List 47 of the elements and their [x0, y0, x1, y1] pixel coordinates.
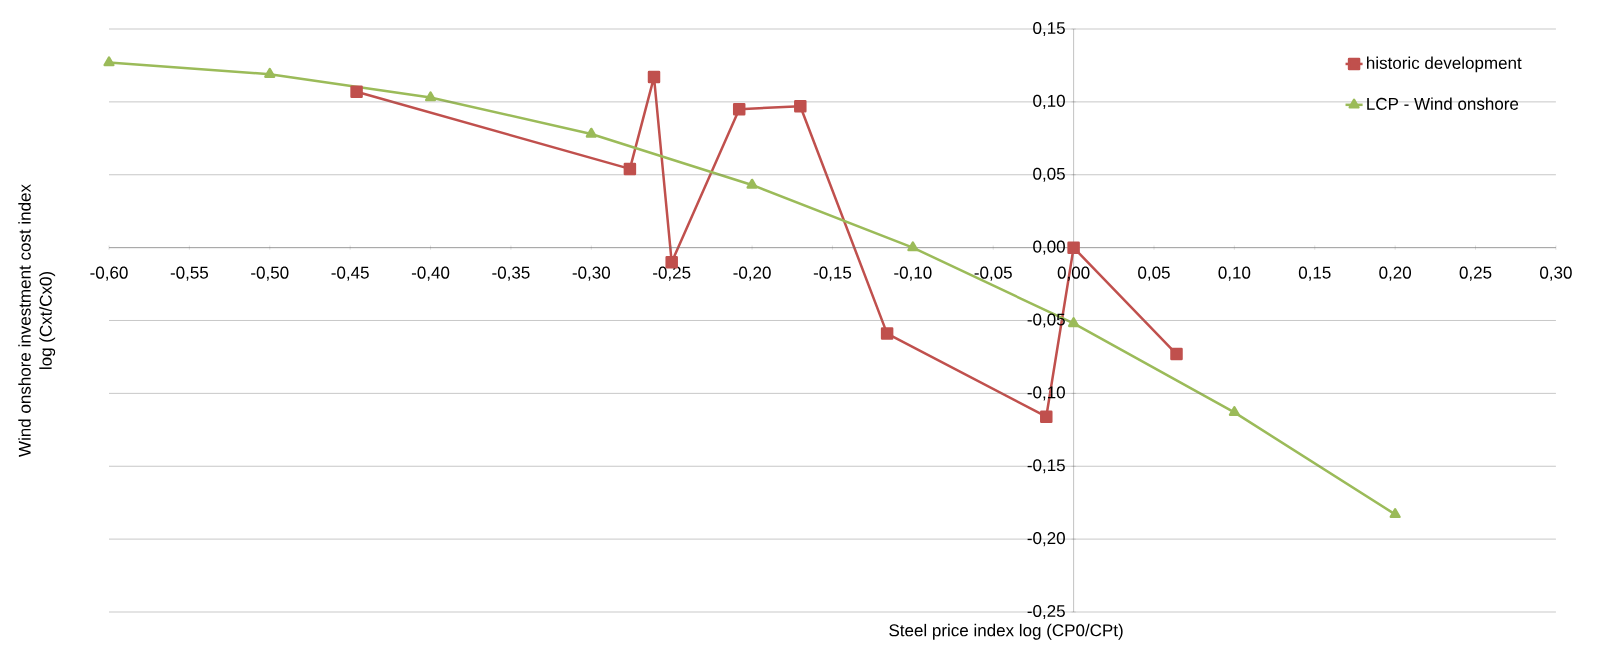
x-tick-label: 0,10 [1218, 266, 1251, 281]
x-tick-label: -0,40 [411, 266, 450, 281]
x-tick-label: -0,15 [813, 266, 852, 281]
point [907, 241, 919, 252]
point [264, 67, 276, 78]
x-tick-label: -0,35 [492, 266, 530, 281]
x-tick-label: -0,30 [572, 266, 611, 281]
x-tick-label: -0,10 [894, 266, 932, 281]
x-tick-label: 0,25 [1459, 266, 1492, 281]
point [1068, 317, 1080, 328]
y-tick-label: -0,15 [1027, 459, 1065, 474]
point [424, 91, 437, 102]
x-tick-label: 0,30 [1540, 266, 1572, 281]
point [1170, 347, 1183, 361]
x-tick-label: 0,15 [1298, 266, 1331, 281]
point [350, 85, 363, 98]
y-axis-title: Wind onshore investment cost index log (Cxt/Cx0) [18, 184, 56, 457]
point [1040, 410, 1053, 423]
point [1067, 241, 1080, 254]
y-tick-label: -0,25 [1027, 604, 1065, 620]
point [647, 70, 661, 84]
y-tick-label: -0,20 [1027, 532, 1065, 547]
point [746, 178, 758, 189]
point [1228, 406, 1240, 417]
point [732, 102, 746, 116]
x-tick-label: 0,05 [1138, 266, 1170, 281]
x-tick-label: -0,20 [733, 266, 771, 281]
x-tick-label: -0,25 [653, 266, 691, 281]
x-tick-label: -0,50 [251, 266, 289, 281]
y-tick-label: 0,15 [1033, 21, 1065, 37]
x-tick-label: -0,60 [90, 266, 128, 281]
y-tick-label: 0,00 [1033, 240, 1065, 255]
legend-label: LCP - Wind onshore [1367, 97, 1519, 110]
x-tick-label: -0,05 [974, 266, 1012, 281]
y-tick-label: 0,05 [1033, 167, 1065, 182]
legend-label: historic development [1367, 56, 1522, 73]
point [103, 56, 115, 67]
point [880, 327, 894, 340]
x-tick-label: -0,55 [170, 266, 209, 281]
y-tick-label: 0,10 [1033, 94, 1065, 109]
x-axis-title: Steel price index log (CP0/CPt) [889, 623, 1123, 640]
point [585, 127, 597, 138]
x-tick-label: -0,45 [331, 266, 369, 281]
point [623, 162, 637, 176]
point [794, 100, 807, 113]
x-tick-label: 0,20 [1379, 266, 1412, 281]
point [1389, 508, 1401, 519]
